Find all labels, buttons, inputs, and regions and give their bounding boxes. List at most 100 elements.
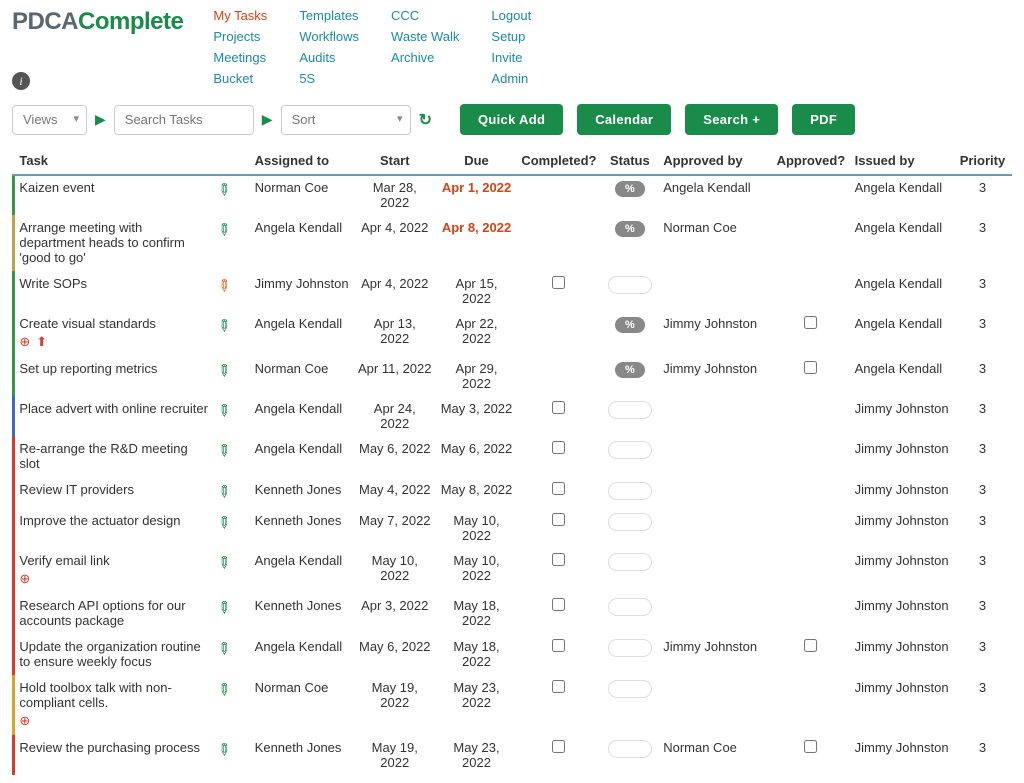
nav-my-tasks[interactable]: My Tasks bbox=[213, 8, 267, 23]
pdf-button[interactable]: PDF bbox=[792, 104, 855, 135]
approved-checkbox[interactable] bbox=[804, 639, 817, 652]
upload-icon[interactable]: ⬆ bbox=[36, 334, 47, 350]
edit-icon[interactable]: ✎ bbox=[212, 274, 236, 298]
task-cell[interactable]: Set up reporting metrics bbox=[15, 356, 213, 396]
edit-icon[interactable]: ✎ bbox=[212, 178, 236, 202]
col-status[interactable]: Status bbox=[600, 147, 659, 175]
status-input[interactable] bbox=[608, 482, 652, 500]
completed-checkbox[interactable] bbox=[552, 553, 565, 566]
nav-invite[interactable]: Invite bbox=[491, 50, 531, 65]
completed-checkbox[interactable] bbox=[552, 482, 565, 495]
completed-checkbox[interactable] bbox=[552, 276, 565, 289]
nav-archive[interactable]: Archive bbox=[391, 50, 459, 65]
col-due[interactable]: Due bbox=[436, 147, 518, 175]
nav-waste-walk[interactable]: Waste Walk bbox=[391, 29, 459, 44]
col-approved[interactable]: Approved? bbox=[771, 147, 850, 175]
status-input[interactable] bbox=[608, 401, 652, 419]
calendar-button[interactable]: Calendar bbox=[577, 104, 671, 135]
search-button[interactable]: Search + bbox=[685, 104, 778, 135]
task-cell[interactable]: Kaizen event bbox=[15, 175, 213, 215]
task-cell[interactable]: Write SOPs bbox=[15, 271, 213, 311]
views-select[interactable]: Views bbox=[12, 105, 87, 135]
task-cell[interactable]: Create visual standards⊕⬆ bbox=[15, 311, 213, 356]
info-icon[interactable]: i bbox=[12, 72, 30, 90]
nav-templates[interactable]: Templates bbox=[299, 8, 359, 23]
completed-checkbox[interactable] bbox=[552, 401, 565, 414]
nav-meetings[interactable]: Meetings bbox=[213, 50, 267, 65]
edit-icon[interactable]: ✎ bbox=[212, 596, 236, 620]
edit-icon[interactable]: ✎ bbox=[212, 738, 236, 762]
completed-checkbox[interactable] bbox=[552, 513, 565, 526]
task-cell[interactable]: Research API options for our accounts pa… bbox=[15, 593, 213, 634]
views-play-icon[interactable]: ▶ bbox=[95, 111, 106, 128]
completed-checkbox[interactable] bbox=[552, 740, 565, 753]
task-cell[interactable]: Review the purchasing process bbox=[15, 735, 213, 775]
completed-checkbox[interactable] bbox=[552, 680, 565, 693]
approved-cell bbox=[771, 548, 850, 593]
col-start[interactable]: Start bbox=[354, 147, 436, 175]
nav-logout[interactable]: Logout bbox=[491, 8, 531, 23]
status-input[interactable] bbox=[608, 553, 652, 571]
approved-checkbox[interactable] bbox=[804, 316, 817, 329]
status-badge[interactable]: % bbox=[615, 181, 645, 197]
refresh-icon[interactable]: ↻ bbox=[419, 110, 432, 130]
edit-icon[interactable]: ✎ bbox=[212, 511, 236, 535]
status-input[interactable] bbox=[608, 513, 652, 531]
task-cell[interactable]: Verify email link⊕ bbox=[15, 548, 213, 593]
nav-admin[interactable]: Admin bbox=[491, 71, 531, 86]
completed-checkbox[interactable] bbox=[552, 639, 565, 652]
search-input[interactable] bbox=[114, 105, 254, 135]
edit-icon[interactable]: ✎ bbox=[212, 359, 236, 383]
status-badge[interactable]: % bbox=[615, 317, 645, 333]
edit-icon[interactable]: ✎ bbox=[212, 551, 236, 575]
edit-icon[interactable]: ✎ bbox=[212, 480, 236, 504]
col-issued-by[interactable]: Issued by bbox=[851, 147, 953, 175]
quick-add-button[interactable]: Quick Add bbox=[460, 104, 563, 135]
nav-workflows[interactable]: Workflows bbox=[299, 29, 359, 44]
task-cell[interactable]: Re-arrange the R&D meeting slot bbox=[15, 436, 213, 477]
nav-projects[interactable]: Projects bbox=[213, 29, 267, 44]
col-completed[interactable]: Completed? bbox=[517, 147, 600, 175]
task-cell[interactable]: Update the organization routine to ensur… bbox=[15, 634, 213, 675]
col-assigned[interactable]: Assigned to bbox=[251, 147, 354, 175]
col-approved-by[interactable]: Approved by bbox=[659, 147, 771, 175]
edit-icon[interactable]: ✎ bbox=[212, 399, 236, 423]
sort-select[interactable]: Sort bbox=[281, 105, 411, 135]
edit-icon[interactable]: ✎ bbox=[212, 314, 236, 338]
approved-checkbox[interactable] bbox=[804, 740, 817, 753]
task-cell[interactable]: Review IT providers bbox=[15, 477, 213, 508]
col-task[interactable]: Task bbox=[15, 147, 213, 175]
completed-checkbox[interactable] bbox=[552, 598, 565, 611]
approved-cell bbox=[771, 396, 850, 436]
status-input[interactable] bbox=[608, 276, 652, 294]
task-cell[interactable]: Improve the actuator design bbox=[15, 508, 213, 548]
edit-icon[interactable]: ✎ bbox=[212, 218, 236, 242]
nav-ccc[interactable]: CCC bbox=[391, 8, 459, 23]
edit-icon[interactable]: ✎ bbox=[212, 678, 236, 702]
status-badge[interactable]: % bbox=[615, 221, 645, 237]
edit-icon[interactable]: ✎ bbox=[212, 637, 236, 661]
completed-checkbox[interactable] bbox=[552, 441, 565, 454]
status-input[interactable] bbox=[608, 598, 652, 616]
task-cell[interactable]: Hold toolbox talk with non-compliant cel… bbox=[15, 675, 213, 735]
col-priority[interactable]: Priority bbox=[953, 147, 1012, 175]
task-cell[interactable]: Arrange meeting with department heads to… bbox=[15, 215, 213, 271]
status-input[interactable] bbox=[608, 740, 652, 758]
nav-5s[interactable]: 5S bbox=[299, 71, 359, 86]
target-icon[interactable]: ⊕ bbox=[19, 713, 30, 729]
search-play-icon[interactable]: ▶ bbox=[262, 111, 273, 128]
status-input[interactable] bbox=[608, 680, 652, 698]
status-input[interactable] bbox=[608, 639, 652, 657]
status-badge[interactable]: % bbox=[615, 362, 645, 378]
nav-audits[interactable]: Audits bbox=[299, 50, 359, 65]
due-date: May 8, 2022 bbox=[436, 477, 518, 508]
status-input[interactable] bbox=[608, 441, 652, 459]
nav-bucket[interactable]: Bucket bbox=[213, 71, 267, 86]
edit-icon[interactable]: ✎ bbox=[212, 439, 236, 463]
nav-setup[interactable]: Setup bbox=[491, 29, 531, 44]
target-icon[interactable]: ⊕ bbox=[19, 571, 30, 587]
task-cell[interactable]: Place advert with online recruiter bbox=[15, 396, 213, 436]
target-icon[interactable]: ⊕ bbox=[19, 334, 30, 350]
approved-checkbox[interactable] bbox=[804, 361, 817, 374]
priority: 3 bbox=[953, 271, 1012, 311]
